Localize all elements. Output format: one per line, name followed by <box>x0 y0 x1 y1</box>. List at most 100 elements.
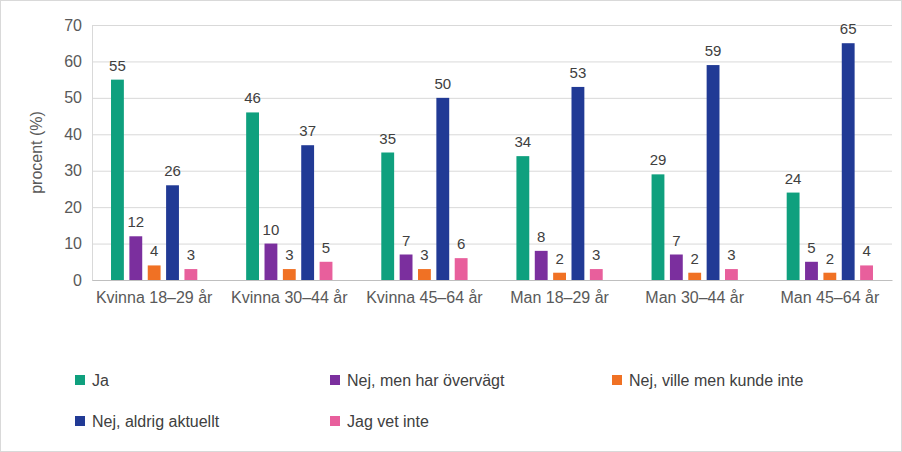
x-tick: Kvinna 30–44 år <box>231 280 348 306</box>
data-label: 6 <box>457 235 465 252</box>
legend-label: Nej, men har övervägt <box>347 372 505 389</box>
grid-line <box>92 61 892 62</box>
bar <box>283 269 296 280</box>
y-tick: 70 <box>64 17 892 34</box>
legend-swatch <box>75 416 85 426</box>
y-tick-label: 20 <box>64 199 82 216</box>
bar <box>842 43 855 280</box>
bar <box>535 251 548 280</box>
x-tick-label-line: Kvinna 45–64 år <box>366 289 483 306</box>
bar <box>381 153 394 281</box>
x-tick: Kvinna 18–29 år <box>96 280 213 306</box>
grid-line <box>92 244 892 245</box>
y-axis: 010203040506070 <box>64 17 892 289</box>
y-tick-label: 10 <box>64 235 82 252</box>
data-label: 53 <box>570 64 587 81</box>
data-label: 5 <box>807 239 815 256</box>
legend-swatch <box>330 375 340 385</box>
bar <box>400 255 413 281</box>
data-label: 2 <box>826 250 834 267</box>
data-label: 55 <box>109 57 126 74</box>
bar <box>320 262 333 280</box>
bar <box>590 269 603 280</box>
data-label: 65 <box>840 20 857 37</box>
y-tick-label: 40 <box>64 126 82 143</box>
bar <box>246 112 259 280</box>
legend-label: Jag vet inte <box>347 413 429 430</box>
legend-item: Nej, men har övervägt <box>330 372 505 389</box>
y-axis-line <box>93 26 893 281</box>
grid-line <box>92 207 892 208</box>
data-label: 3 <box>420 246 428 263</box>
x-axis: Kvinna 18–29 år Kvinna 30–44 år Kvinna 45–… <box>93 280 893 306</box>
data-label: 8 <box>537 228 545 245</box>
bar <box>787 193 800 280</box>
x-tick-label-line: Man 30–44 år <box>645 289 744 306</box>
x-tick-label: Man 18–29 år <box>510 289 609 306</box>
grid-line <box>92 134 892 135</box>
data-label: 26 <box>164 162 181 179</box>
grid-line <box>92 98 892 99</box>
bar <box>553 273 566 280</box>
data-label: 3 <box>187 246 195 263</box>
data-label: 35 <box>379 130 396 147</box>
grid-line <box>92 25 892 26</box>
bar <box>707 65 720 280</box>
y-tick-label: 30 <box>64 162 82 179</box>
legend-label: Nej, ville men kunde inte <box>629 372 803 389</box>
x-tick: Man 30–44 år <box>645 280 744 306</box>
y-tick-label: 60 <box>64 53 82 70</box>
data-label: 7 <box>672 232 680 249</box>
data-label: 24 <box>785 170 802 187</box>
chart: 010203040506070Kvinna 18–29 årKvinna 30–… <box>0 0 902 452</box>
y-tick: 60 <box>64 53 892 70</box>
legend-label: Ja <box>92 372 109 389</box>
data-label: 3 <box>285 246 293 263</box>
grid-line <box>92 280 892 281</box>
data-label: 2 <box>555 250 563 267</box>
data-label: 3 <box>727 246 735 263</box>
plot: 010203040506070Kvinna 18–29 årKvinna 30–… <box>64 17 892 307</box>
data-label: 50 <box>434 75 451 92</box>
bar <box>265 244 278 280</box>
bar <box>823 273 836 280</box>
data-label: 4 <box>862 242 870 259</box>
background <box>1 1 902 452</box>
bar <box>148 265 161 280</box>
legend-swatch <box>330 416 340 426</box>
grid-line <box>92 171 892 172</box>
legend-swatch <box>75 375 85 385</box>
bar <box>184 269 197 280</box>
y-tick: 40 <box>64 126 892 143</box>
y-tick: 20 <box>64 199 892 216</box>
data-label: 3 <box>592 246 600 263</box>
data-label: 10 <box>263 221 280 238</box>
bar <box>670 255 683 281</box>
data-label: 37 <box>299 122 316 139</box>
data-label: 34 <box>515 133 532 150</box>
x-tick: Kvinna 45–64 år <box>366 280 483 306</box>
data-label: 2 <box>691 250 699 267</box>
legend-item: Nej, aldrig aktuellt <box>75 413 220 430</box>
bar <box>166 185 179 280</box>
x-tick-label: Man 30–44 år <box>645 289 744 306</box>
x-tick-label-line: Man 18–29 år <box>510 289 609 306</box>
bar <box>805 262 818 280</box>
legend-swatch <box>612 375 622 385</box>
bar <box>572 87 585 280</box>
bar <box>688 273 701 280</box>
y-axis-title: procent (%) <box>28 111 45 194</box>
x-tick-label-line: Kvinna 30–44 år <box>231 289 348 306</box>
data-label: 59 <box>705 42 722 59</box>
x-tick-label: Man 45–64 år <box>780 289 879 306</box>
bar <box>418 269 431 280</box>
bar <box>436 98 449 280</box>
legend-item: Ja <box>75 372 109 389</box>
y-tick-label: 50 <box>64 89 82 106</box>
data-label: 7 <box>402 232 410 249</box>
legend-label: Nej, aldrig aktuellt <box>92 413 220 430</box>
bar <box>860 265 873 280</box>
x-axis-line <box>93 280 893 281</box>
x-tick: Man 45–64 år <box>780 280 879 306</box>
x-tick-label: Kvinna 18–29 år <box>96 289 213 306</box>
